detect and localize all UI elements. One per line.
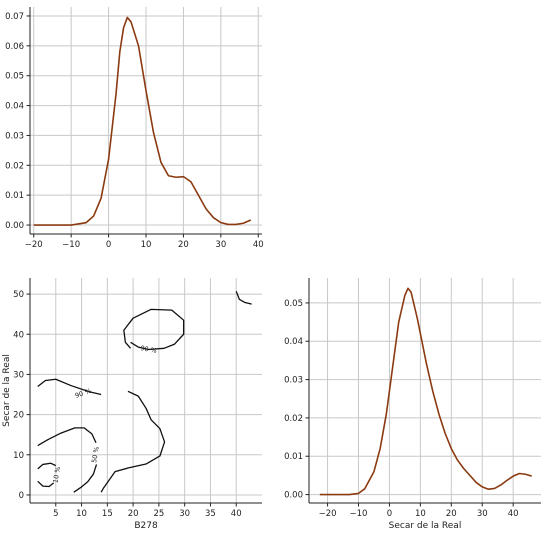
x-tick-label: 30: [215, 240, 226, 250]
x-tick-label: 10: [415, 509, 426, 519]
contour-label: 90 %: [140, 344, 158, 355]
contour-line: [37, 462, 57, 470]
contour-line: [73, 464, 98, 493]
x-tick-label: 15: [102, 509, 113, 519]
x-tick-label: 5: [53, 509, 58, 519]
x-tick-label: 35: [205, 509, 216, 519]
y-tick-label: 0.03: [284, 376, 303, 386]
y-tick-label: 0.06: [5, 42, 24, 52]
y-tick-label: 0.04: [284, 337, 303, 347]
contour-label: 90 %: [74, 387, 92, 400]
contour-line: [37, 427, 97, 447]
y-tick-label: 10: [13, 451, 24, 461]
x-tick-label: 25: [153, 509, 164, 519]
y-tick-label: 0.02: [5, 161, 24, 171]
x-tick-label: 0: [106, 240, 111, 250]
y-tick-label: 0.00: [284, 491, 303, 501]
x-axis-label: Secar de la Real: [389, 521, 462, 531]
y-tick-label: 0.07: [5, 12, 24, 22]
y-tick-label: 0.01: [284, 452, 303, 462]
x-axis-label: B278: [134, 521, 158, 531]
y-tick-label: 0.05: [5, 72, 24, 82]
x-tick-label: 20: [178, 240, 189, 250]
y-tick-label: 20: [13, 411, 24, 421]
contour-label: 10 %: [51, 466, 62, 484]
x-tick-label: 10: [76, 509, 87, 519]
y-tick-label: 0.00: [5, 221, 24, 231]
x-tick-label: 30: [477, 509, 488, 519]
y-tick-label: 0.03: [5, 131, 24, 141]
x-tick-label: 10: [141, 240, 152, 250]
x-tick-label: 40: [231, 509, 242, 519]
density-curve: [319, 287, 532, 496]
y-axis-label: Secar de la Real: [2, 354, 12, 427]
x-tick-label: 40: [508, 509, 519, 519]
contour-line: [100, 390, 166, 493]
kde-plot-top-left: −20 −10 0 10 20 30 40 0.00 0.01 0.02 0.03 0.04 0.05 0…: [5, 7, 264, 250]
x-tick-label: −10: [350, 509, 368, 519]
contour-line: [37, 480, 55, 488]
x-tick-label: 20: [446, 509, 457, 519]
contour-label: 50 %: [90, 446, 101, 464]
contour-line: [235, 291, 252, 305]
contour-line: [123, 308, 185, 351]
y-tick-label: 0.01: [5, 191, 24, 201]
contour-plot-bottom-left: 5 10 15 20 25 30 35 40 0 10 20 30 40 50 B278 Secar de l…: [2, 278, 262, 531]
y-tick-label: 30: [13, 370, 24, 380]
y-tick-label: 0.05: [284, 299, 303, 309]
y-tick-label: 0: [19, 491, 24, 501]
y-tick-label: 0.04: [5, 102, 24, 112]
y-tick-label: 40: [13, 330, 24, 340]
x-tick-label: 0: [387, 509, 392, 519]
x-tick-label: 40: [253, 240, 264, 250]
y-tick-label: 0.02: [284, 414, 303, 424]
contour-line: [37, 378, 102, 396]
x-tick-label: 20: [128, 509, 139, 519]
y-tick-label: 50: [13, 290, 24, 300]
kde-plot-bottom-right: −20 −10 0 10 20 30 40 0.00 0.01 0.02 0.03 0.04 0.05 S…: [284, 278, 541, 531]
x-tick-label: −20: [319, 509, 337, 519]
x-tick-label: 30: [179, 509, 190, 519]
density-curve: [33, 16, 252, 226]
x-tick-label: −20: [25, 240, 43, 250]
x-tick-label: −10: [62, 240, 80, 250]
